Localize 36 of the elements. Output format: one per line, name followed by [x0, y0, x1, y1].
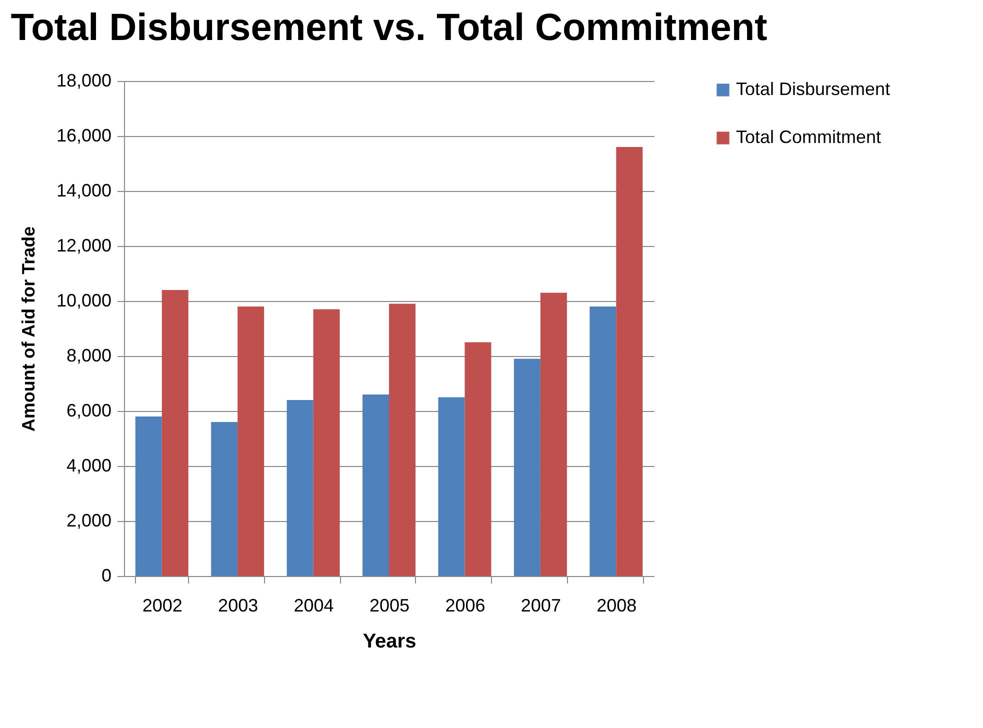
bar	[590, 306, 616, 576]
x-tick-label: 2008	[596, 596, 637, 616]
bar	[389, 304, 416, 576]
y-tick-label: 14,000	[56, 180, 112, 200]
y-tick-label: 16,000	[56, 126, 112, 146]
bar	[238, 306, 264, 576]
y-tick-label: 8,000	[66, 346, 112, 366]
y-tick-label: 18,000	[56, 70, 112, 90]
bar	[464, 342, 492, 576]
y-axis-title: Amount of Aid for Trade	[18, 226, 38, 432]
bar	[135, 416, 162, 576]
y-tick-label: 12,000	[56, 236, 112, 256]
bar	[616, 147, 643, 576]
chart-title: Total Disbursement vs. Total Commitment	[10, 7, 768, 49]
x-tick-label: 2004	[294, 596, 334, 616]
bar	[438, 397, 465, 576]
x-axis-title: Years	[362, 630, 416, 652]
x-tick-label: 2003	[218, 596, 258, 616]
y-tick-label: 6,000	[66, 400, 112, 420]
bar	[211, 422, 238, 576]
y-tick-label: 4,000	[66, 456, 112, 476]
bar	[362, 394, 389, 576]
bar	[540, 292, 567, 576]
y-tick-label: 2,000	[66, 510, 112, 530]
x-tick-label: 2006	[445, 596, 486, 616]
y-tick-label: 10,000	[56, 290, 112, 310]
legend-label: Total Commitment	[736, 127, 882, 147]
x-tick-label: 2005	[369, 596, 410, 616]
legend-label: Total Disbursement	[736, 79, 890, 99]
x-tick-label: 2007	[520, 596, 561, 616]
bar	[286, 400, 314, 576]
bar	[162, 290, 188, 576]
bar	[313, 309, 340, 576]
x-tick-label: 2002	[142, 596, 182, 616]
y-tick-label: 0	[101, 566, 112, 586]
bar	[514, 358, 540, 576]
